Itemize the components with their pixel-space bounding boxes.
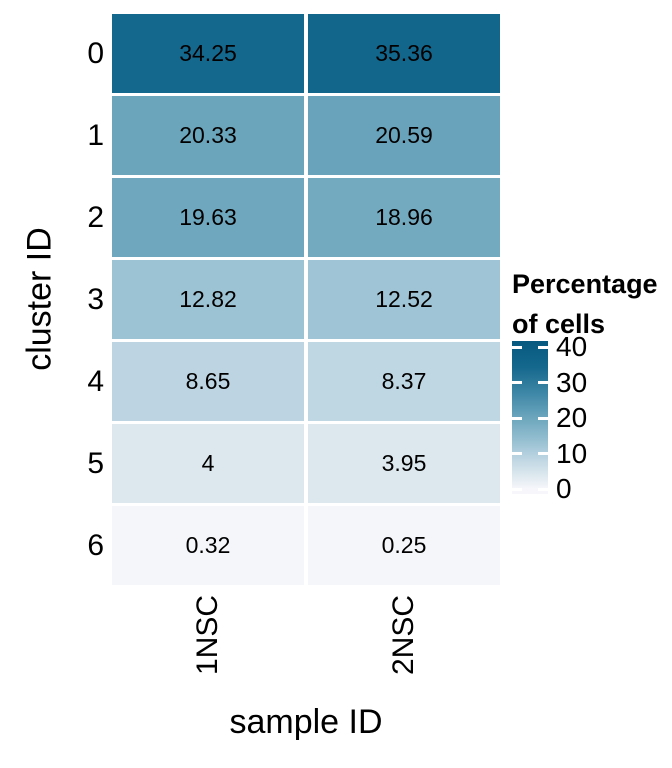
legend-title-line-1: Percentage	[512, 269, 658, 299]
y-tick-label-2: 2	[87, 200, 104, 234]
heatmap-cell-3-2NSC: 12.52	[308, 260, 500, 339]
legend-tick-mark	[512, 452, 522, 456]
cell-value-label: 35.36	[375, 40, 433, 66]
cell-value-label: 20.33	[179, 122, 237, 148]
cell-value-label: 0.25	[381, 532, 427, 558]
cell-value-label: 3.95	[381, 450, 427, 476]
y-tick-label-5: 5	[87, 446, 104, 480]
x-tick-label-1NSC: 1NSC	[191, 594, 224, 676]
legend-tick-mark	[538, 381, 548, 385]
legend-tick-mark	[538, 345, 548, 349]
cell-value-label: 18.96	[375, 204, 433, 230]
y-tick-label-3: 3	[87, 282, 104, 316]
heatmap-cell-4-2NSC: 8.37	[308, 342, 500, 421]
heatmap-cell-0-1NSC: 34.25	[112, 14, 304, 93]
heatmap-cell-3-1NSC: 12.82	[112, 260, 304, 339]
legend-tick-label-0: 0	[556, 473, 572, 505]
heatmap-cell-0-2NSC: 35.36	[308, 14, 500, 93]
y-tick-label-6: 6	[87, 528, 104, 562]
legend-tick-mark	[512, 381, 522, 385]
heatmap-cell-6-2NSC: 0.25	[308, 506, 500, 585]
legend-tick-mark	[538, 452, 548, 456]
cell-value-label: 8.65	[185, 368, 231, 394]
y-tick-label-1: 1	[87, 118, 104, 152]
heatmap-cell-5-2NSC: 3.95	[308, 424, 500, 503]
legend-tick-mark	[512, 487, 522, 491]
cell-value-label: 12.52	[375, 286, 433, 312]
x-tick-label-2NSC: 2NSC	[387, 594, 420, 676]
legend-tick-mark	[512, 345, 522, 349]
cell-value-label: 4	[201, 450, 215, 476]
legend-tick-label-30: 30	[556, 366, 588, 398]
legend-tick-label-40: 40	[556, 331, 588, 363]
legend-gradient-bar	[512, 341, 548, 494]
y-tick-label-0: 0	[87, 36, 104, 70]
legend-tick-label-20: 20	[556, 402, 588, 434]
heatmap-cell-2-2NSC: 18.96	[308, 178, 500, 257]
legend-tick-label-10: 10	[556, 437, 588, 469]
cell-value-label: 0.32	[185, 532, 231, 558]
heatmap-cell-1-2NSC: 20.59	[308, 96, 500, 175]
y-tick-label-4: 4	[87, 364, 104, 398]
heatmap-cell-6-1NSC: 0.32	[112, 506, 304, 585]
heatmap-cell-1-1NSC: 20.33	[112, 96, 304, 175]
cell-value-label: 12.82	[179, 286, 237, 312]
legend-tick-mark	[538, 416, 548, 420]
legend-title: Percentage of cells	[512, 264, 658, 344]
cell-value-label: 20.59	[375, 122, 433, 148]
cell-value-label: 19.63	[179, 204, 237, 230]
cell-value-label: 8.37	[381, 368, 427, 394]
heatmap-cell-4-1NSC: 8.65	[112, 342, 304, 421]
x-axis-title: sample ID	[229, 703, 383, 741]
legend-tick-mark	[512, 416, 522, 420]
legend-title-line-2: of cells	[512, 309, 606, 339]
heatmap-cell-2-1NSC: 19.63	[112, 178, 304, 257]
heatmap-grid: 34.25 35.36 20.33 20.59 19.63 18.96 12.82 12.52…	[112, 14, 500, 585]
legend-tick-mark	[538, 487, 548, 491]
heatmap-cell-5-1NSC: 4	[112, 424, 304, 503]
cell-value-label: 34.25	[179, 40, 237, 66]
